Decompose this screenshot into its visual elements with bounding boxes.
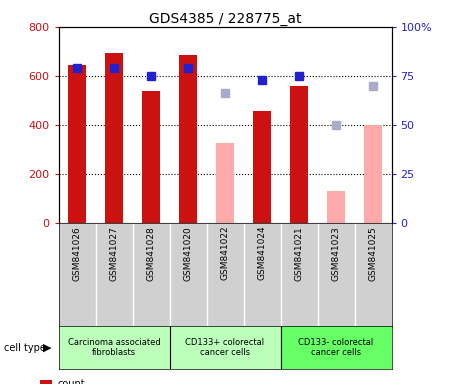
Text: GSM841020: GSM841020 bbox=[184, 226, 193, 281]
Text: GSM841027: GSM841027 bbox=[109, 226, 118, 281]
Bar bbox=[364, 125, 382, 223]
Text: GSM841025: GSM841025 bbox=[369, 226, 378, 281]
Bar bbox=[253, 111, 271, 223]
Text: GSM841021: GSM841021 bbox=[294, 226, 303, 281]
Text: CD133+ colorectal
cancer cells: CD133+ colorectal cancer cells bbox=[185, 338, 265, 357]
Text: CD133- colorectal
cancer cells: CD133- colorectal cancer cells bbox=[298, 338, 374, 357]
Text: GSM841026: GSM841026 bbox=[72, 226, 81, 281]
Bar bbox=[68, 65, 86, 223]
Bar bbox=[40, 380, 52, 384]
Bar bbox=[170, 326, 280, 369]
Text: GSM841024: GSM841024 bbox=[257, 226, 266, 280]
Text: cell type: cell type bbox=[4, 343, 46, 353]
Bar bbox=[290, 86, 308, 223]
Text: GSM841023: GSM841023 bbox=[332, 226, 341, 281]
Bar bbox=[327, 191, 345, 223]
Bar bbox=[105, 53, 123, 223]
Text: GSM841022: GSM841022 bbox=[220, 226, 230, 280]
Text: Carcinoma associated
fibroblasts: Carcinoma associated fibroblasts bbox=[68, 338, 160, 357]
Bar bbox=[179, 55, 197, 223]
Text: count: count bbox=[57, 379, 85, 384]
Bar bbox=[216, 143, 234, 223]
Text: ▶: ▶ bbox=[43, 343, 51, 353]
Bar bbox=[58, 326, 170, 369]
Title: GDS4385 / 228775_at: GDS4385 / 228775_at bbox=[149, 12, 301, 26]
Bar bbox=[142, 91, 160, 223]
Text: GSM841028: GSM841028 bbox=[147, 226, 156, 281]
Bar bbox=[280, 326, 392, 369]
